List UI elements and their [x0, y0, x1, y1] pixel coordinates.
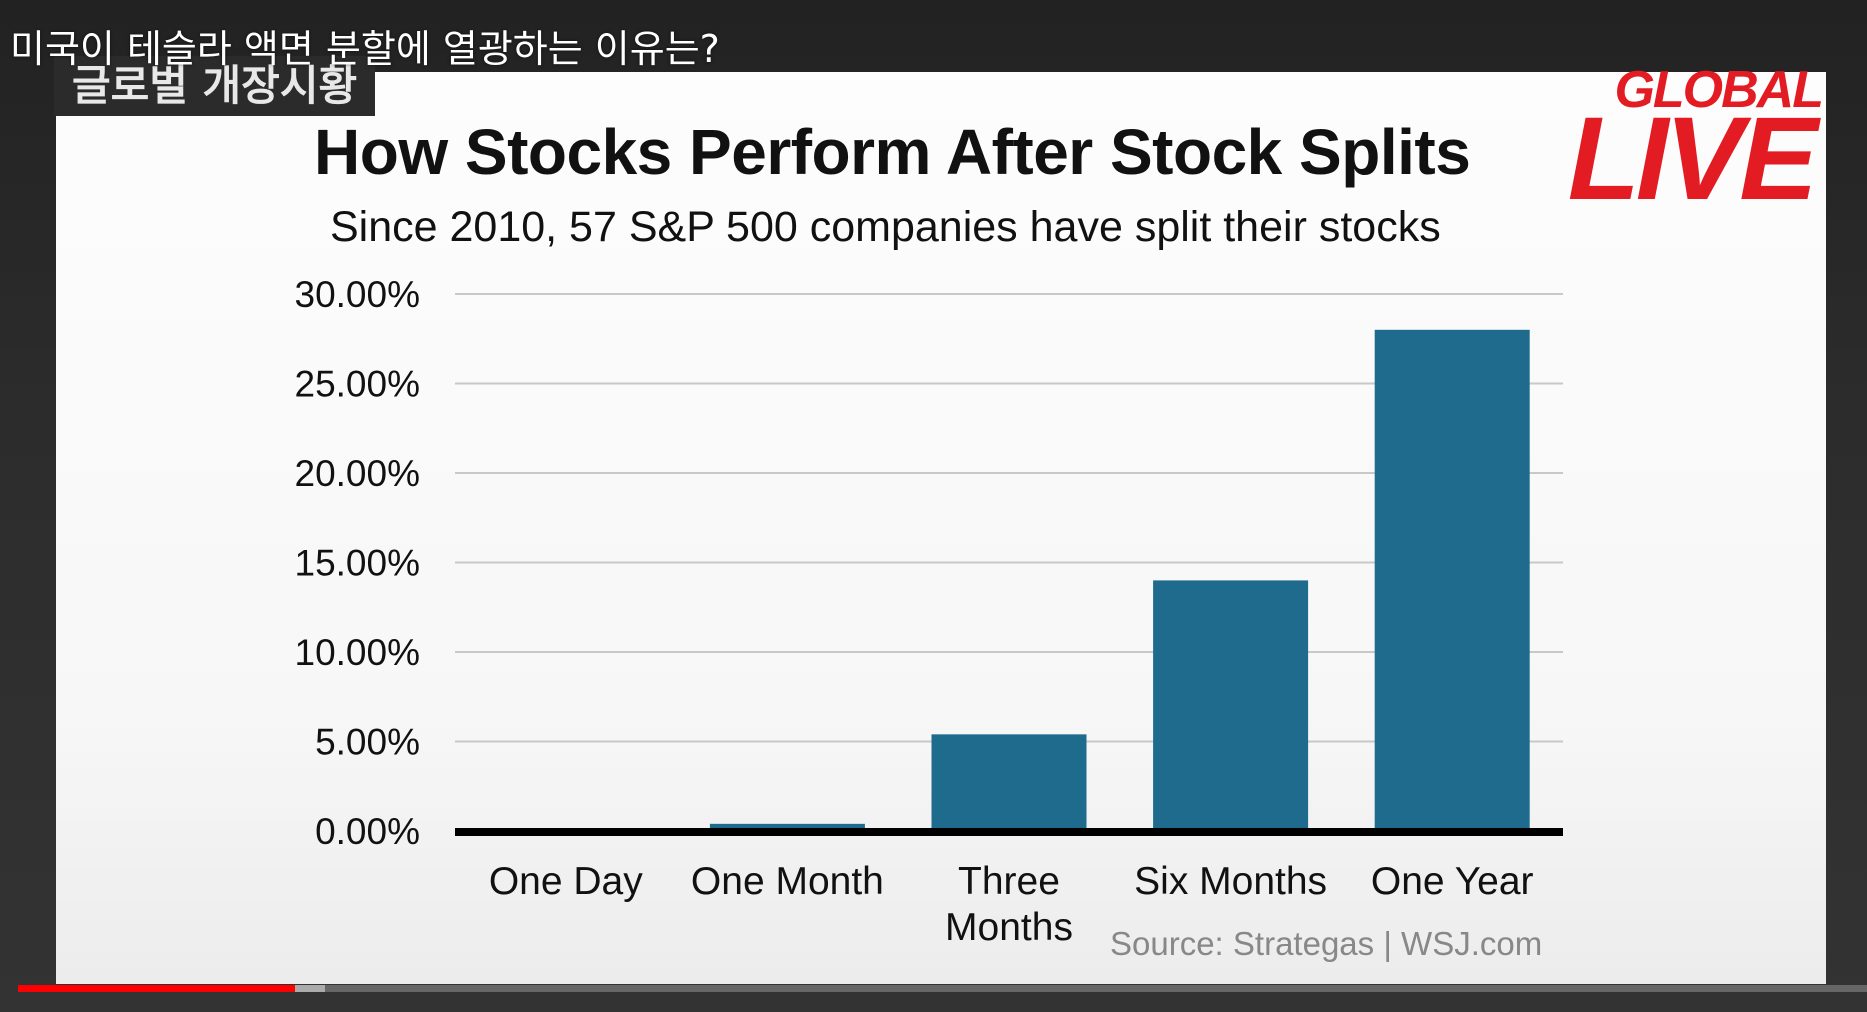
chart-subtitle: Since 2010, 57 S&P 500 companies have sp…	[330, 203, 1441, 251]
chart-source: Source: Strategas | WSJ.com	[1110, 925, 1543, 962]
x-tick-label: Six Months	[1134, 860, 1327, 903]
segment-badge: 글로벌 개장시황	[54, 56, 376, 116]
x-tick-label: One Month	[691, 860, 884, 903]
bar	[931, 734, 1087, 831]
y-tick-label: 15.00%	[295, 543, 421, 584]
global-live-logo: GLOBAL LIVE	[1568, 60, 1830, 218]
video-title: 미국이 테슬라 액면 분할에 열광하는 이유는?	[10, 27, 720, 71]
bar	[709, 823, 865, 831]
y-tick-label: 25.00%	[295, 364, 421, 405]
y-tick-label: 20.00%	[295, 453, 421, 494]
logo-global-text: GLOBAL	[1614, 61, 1824, 119]
logo-live-text: LIVE	[1567, 93, 1818, 225]
y-tick-label: 10.00%	[295, 632, 421, 673]
x-tick-label: One Year	[1371, 860, 1534, 903]
chart-title: How Stocks Perform After Stock Splits	[314, 116, 1471, 188]
bar	[1153, 580, 1309, 831]
y-tick-label: 30.00%	[295, 274, 421, 315]
x-tick-label: One Day	[489, 860, 643, 903]
y-tick-label: 5.00%	[315, 722, 420, 763]
bar	[1374, 329, 1530, 831]
progress-played	[18, 985, 296, 992]
x-tick-label: Three Months	[945, 860, 1073, 949]
progress-bar[interactable]	[18, 985, 1867, 992]
y-tick-label: 0.00%	[315, 811, 420, 852]
